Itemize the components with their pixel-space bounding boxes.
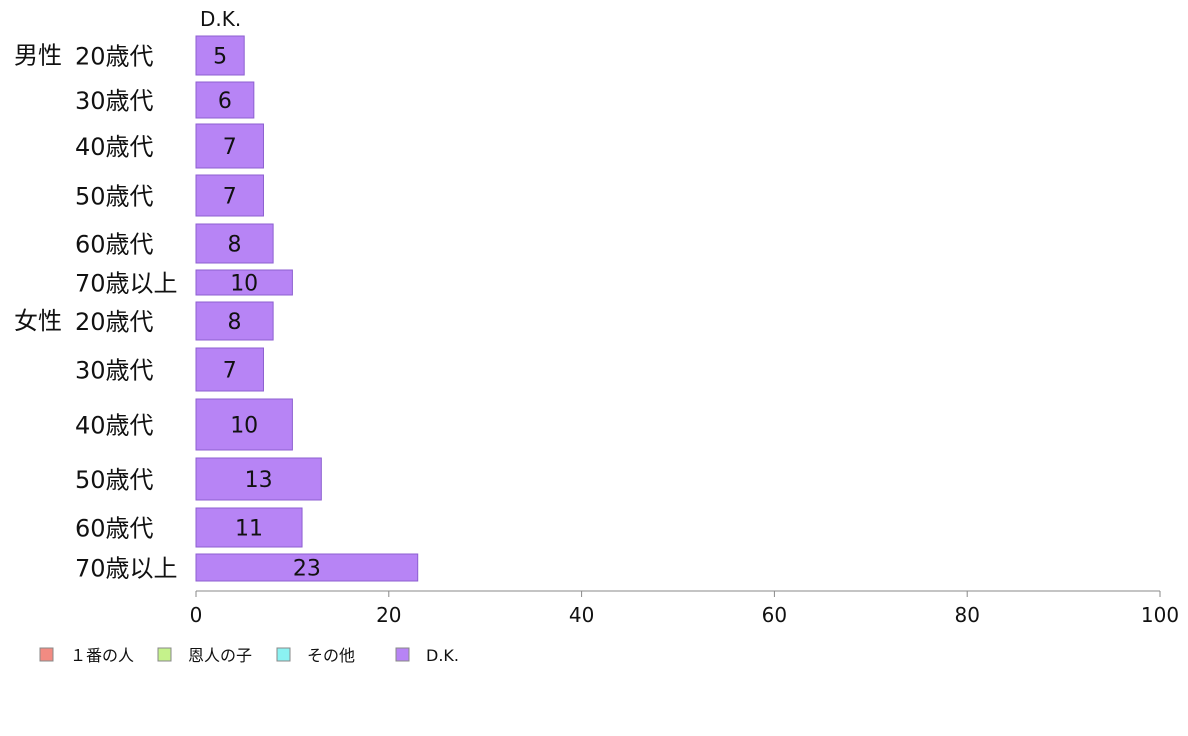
- bar-value-label: 8: [228, 310, 242, 335]
- bar-value-label: 5: [213, 45, 227, 70]
- x-tick-label: 40: [569, 603, 594, 627]
- bar: [195, 553, 419, 582]
- category-label: 20歳代: [75, 308, 154, 336]
- bar: [195, 123, 264, 169]
- category-label: 40歳代: [75, 133, 154, 161]
- bar-value-label: 11: [235, 517, 263, 542]
- bar-value-label: 23: [293, 557, 321, 582]
- legend-swatch: [276, 647, 291, 662]
- category-label: 60歳代: [75, 231, 154, 259]
- bar-value-label: 13: [245, 468, 273, 493]
- x-tick-label: 60: [762, 603, 787, 627]
- legend-swatch: [39, 647, 54, 662]
- legend-label: 恩人の子: [188, 646, 252, 665]
- category-label: 30歳代: [75, 87, 154, 115]
- x-tick-label: 0: [190, 603, 203, 627]
- bar-value-label: 10: [230, 414, 258, 439]
- bar: [195, 347, 264, 392]
- legend-label: D.K.: [426, 646, 459, 665]
- category-label: 40歳代: [75, 412, 154, 440]
- series-header: D.K.: [200, 7, 241, 31]
- category-label: 50歳代: [75, 183, 154, 211]
- bar-rows: 男性 20歳代 5 30歳代 6 40歳代 7 50歳代 7 60歳代 8 70歳以上 10 女性 20歳代…: [14, 35, 419, 583]
- bar: [195, 269, 293, 296]
- bar-value-label: 10: [230, 272, 258, 297]
- category-label: 20歳代: [75, 43, 154, 71]
- legend: １番の人 恩人の子 その他 D.K.: [39, 646, 459, 665]
- category-label: 70歳以上: [75, 270, 178, 298]
- group-label: 男性: [14, 42, 62, 70]
- x-tick-label: 80: [954, 603, 979, 627]
- bar-value-label: 7: [223, 135, 237, 160]
- group-label: 女性: [14, 307, 62, 335]
- bar-value-label: 8: [228, 233, 242, 258]
- bar-value-label: 7: [223, 185, 237, 210]
- category-label: 60歳代: [75, 515, 154, 543]
- x-tick-label: 100: [1141, 603, 1179, 627]
- category-label: 70歳以上: [75, 555, 178, 583]
- legend-swatch: [157, 647, 172, 662]
- bar: [195, 398, 293, 451]
- x-axis: 0 20 40 60 80 100: [190, 590, 1179, 627]
- bar: [195, 174, 264, 217]
- legend-label: １番の人: [70, 646, 134, 665]
- bar-value-label: 7: [223, 359, 237, 384]
- category-label: 30歳代: [75, 357, 154, 385]
- bar-value-label: 6: [218, 89, 232, 114]
- bar: [195, 301, 274, 341]
- bar: [195, 507, 303, 548]
- bar: [195, 223, 274, 264]
- legend-label: その他: [307, 646, 355, 665]
- legend-swatch: [395, 647, 410, 662]
- bar: [195, 35, 245, 76]
- bar: [195, 81, 255, 119]
- x-tick-label: 20: [376, 603, 401, 627]
- bar: [195, 457, 322, 501]
- category-label: 50歳代: [75, 466, 154, 494]
